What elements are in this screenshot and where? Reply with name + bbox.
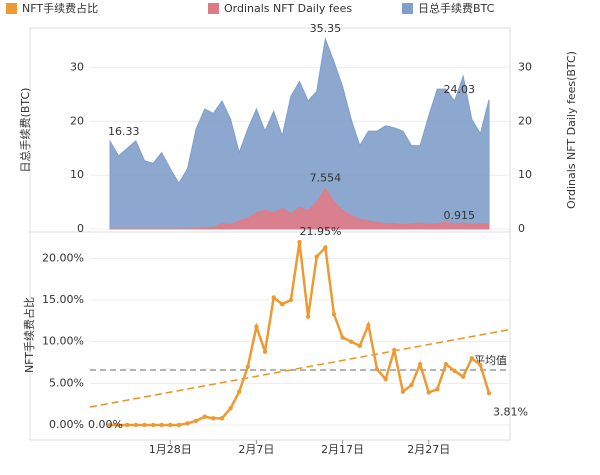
x-tick-label: 2月27日 bbox=[407, 443, 450, 456]
y-tick-label: 15.00% bbox=[42, 293, 84, 306]
point bbox=[486, 391, 492, 396]
y-axis-title: NFT手续费占比 bbox=[22, 297, 36, 373]
y-tick-label: 0.00% bbox=[49, 418, 84, 431]
point bbox=[392, 347, 397, 353]
y-tick-label: 5.00% bbox=[49, 376, 84, 389]
legend-label: NFT手续费占比 bbox=[22, 1, 98, 15]
y-tick-label: 20.00% bbox=[42, 251, 84, 264]
point bbox=[228, 406, 233, 411]
data-label: 0.915 bbox=[444, 209, 476, 222]
point bbox=[331, 311, 337, 317]
point bbox=[280, 301, 285, 307]
point bbox=[142, 422, 147, 428]
point bbox=[357, 343, 362, 349]
point bbox=[409, 382, 414, 388]
point bbox=[305, 314, 311, 319]
line bbox=[110, 241, 491, 427]
y-axis-title: 日总手续费(BTC) bbox=[18, 88, 32, 173]
point bbox=[116, 422, 121, 428]
y-tick-label: 0 bbox=[77, 222, 84, 235]
point bbox=[159, 422, 164, 428]
trend-line bbox=[89, 328, 511, 408]
point bbox=[185, 421, 190, 426]
point bbox=[176, 422, 182, 428]
point bbox=[271, 295, 276, 300]
point bbox=[383, 376, 388, 382]
point bbox=[478, 362, 483, 368]
y2-tick-label: 0 bbox=[518, 222, 525, 235]
average-label: 平均值 bbox=[474, 354, 507, 367]
data-label: 21.95% bbox=[300, 225, 342, 238]
point bbox=[168, 422, 173, 428]
legend-swatch bbox=[402, 3, 413, 14]
y2-tick-label: 10 bbox=[518, 168, 532, 181]
legend-swatch bbox=[6, 3, 17, 14]
y-tick-label: 10.00% bbox=[42, 335, 84, 348]
area bbox=[109, 36, 490, 230]
point bbox=[193, 418, 199, 424]
point bbox=[400, 389, 406, 394]
point bbox=[245, 364, 251, 369]
point bbox=[297, 239, 302, 245]
point bbox=[237, 389, 242, 394]
point bbox=[435, 386, 440, 392]
point bbox=[323, 245, 328, 250]
data-label: 3.81% bbox=[493, 405, 528, 418]
point bbox=[417, 361, 423, 367]
point bbox=[443, 361, 449, 367]
point bbox=[452, 368, 457, 374]
data-label: 0.00% bbox=[88, 418, 123, 431]
point bbox=[426, 390, 431, 395]
point bbox=[314, 254, 319, 259]
y2-axis-title: Ordinals NFT Daily fees(BTC) bbox=[565, 51, 578, 209]
y-tick-label: 30 bbox=[70, 61, 84, 74]
legend-swatch bbox=[208, 3, 219, 14]
point bbox=[254, 324, 259, 329]
y-tick-label: 20 bbox=[70, 114, 84, 127]
bottom-panel-frame bbox=[29, 231, 511, 441]
point bbox=[150, 422, 156, 428]
point bbox=[374, 366, 380, 372]
point bbox=[107, 422, 113, 428]
point bbox=[348, 339, 354, 344]
x-tick-label: 1月28日 bbox=[149, 443, 192, 456]
point bbox=[262, 349, 268, 354]
data-label: 16.33 bbox=[108, 125, 140, 138]
y2-tick-label: 20 bbox=[518, 114, 532, 127]
point bbox=[366, 322, 371, 328]
point bbox=[340, 335, 345, 340]
x-tick-label: 2月17日 bbox=[321, 443, 364, 456]
x-tick-label: 2月7日 bbox=[238, 443, 274, 456]
legend-label: 日总手续费BTC bbox=[418, 1, 495, 15]
point bbox=[469, 356, 474, 361]
y-tick-label: 10 bbox=[70, 168, 84, 181]
data-label: 35.35 bbox=[310, 22, 342, 35]
point bbox=[288, 297, 294, 303]
point bbox=[125, 422, 130, 428]
point bbox=[460, 374, 466, 379]
point bbox=[219, 416, 225, 421]
data-label: 7.554 bbox=[310, 171, 342, 184]
y2-tick-label: 30 bbox=[518, 61, 532, 74]
legend-label: Ordinals NFT Daily fees bbox=[224, 2, 352, 15]
point bbox=[202, 414, 207, 419]
data-label: 24.03 bbox=[444, 83, 476, 96]
point bbox=[133, 422, 139, 428]
point bbox=[211, 416, 216, 421]
area bbox=[110, 187, 490, 230]
